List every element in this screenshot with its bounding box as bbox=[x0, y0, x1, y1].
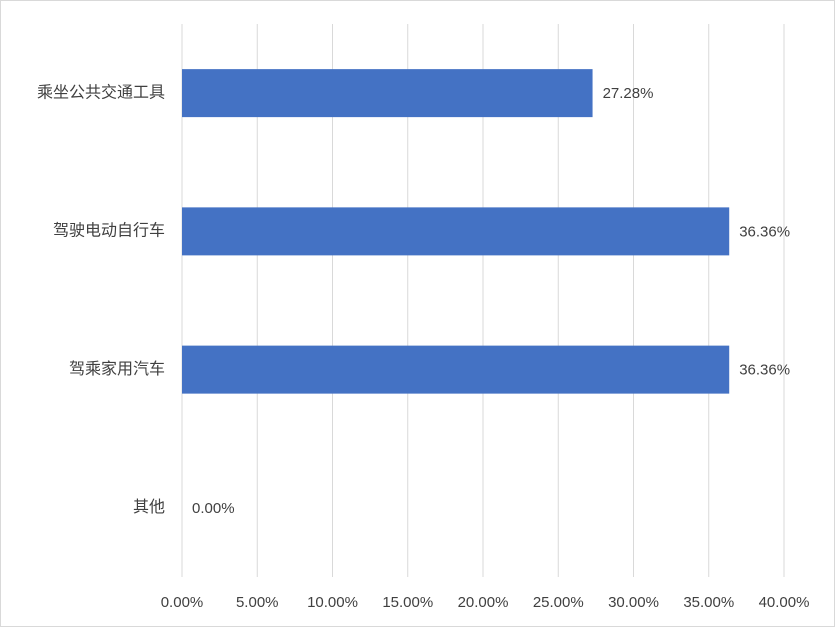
x-tick-label: 25.00% bbox=[533, 594, 584, 611]
bar bbox=[182, 69, 593, 118]
y-tick-label: 其他 bbox=[133, 498, 165, 516]
y-tick-label: 驾乘家用汽车 bbox=[69, 360, 165, 378]
y-tick-label: 乘坐公共交通工具 bbox=[37, 83, 165, 101]
value-label: 0.00% bbox=[192, 500, 235, 517]
x-tick-label: 10.00% bbox=[307, 594, 358, 611]
y-tick-label: 驾驶电动自行车 bbox=[53, 222, 165, 240]
x-tick-label: 30.00% bbox=[608, 594, 659, 611]
x-tick-label: 0.00% bbox=[161, 594, 204, 611]
bar bbox=[182, 345, 730, 394]
x-tick-label: 40.00% bbox=[759, 594, 810, 611]
x-tick-label: 5.00% bbox=[236, 594, 279, 611]
x-tick-label: 35.00% bbox=[683, 594, 734, 611]
value-label: 36.36% bbox=[739, 362, 790, 379]
x-tick-label: 15.00% bbox=[382, 594, 433, 611]
bar bbox=[182, 207, 730, 256]
value-label: 27.28% bbox=[603, 85, 654, 102]
value-label: 36.36% bbox=[739, 223, 790, 240]
x-tick-label: 20.00% bbox=[458, 594, 509, 611]
